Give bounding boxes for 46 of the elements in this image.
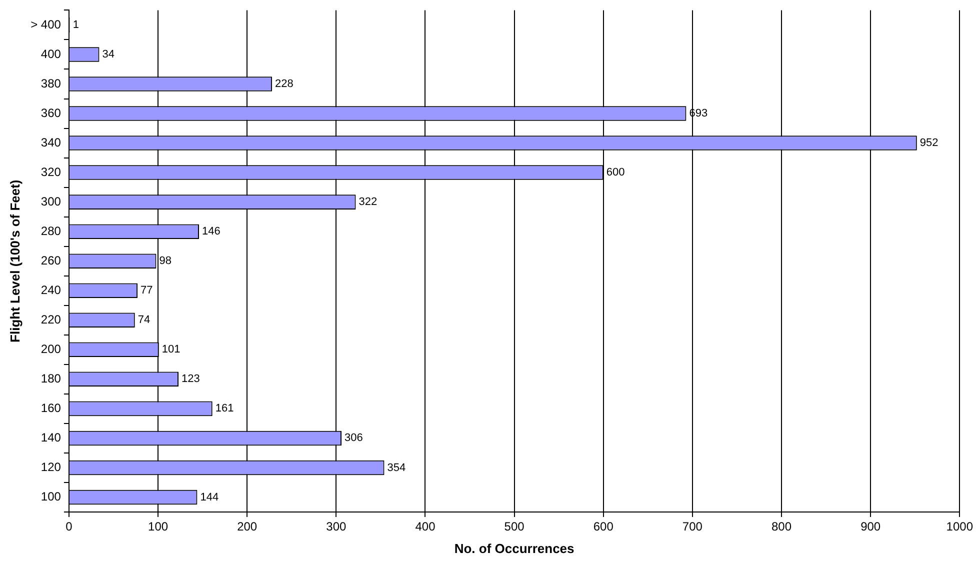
y-tick-label: 320 [40,164,62,179]
x-tick-label: 600 [593,520,614,534]
data-label: 354 [387,462,406,474]
x-tick-label: 400 [415,520,436,534]
data-label: 144 [200,491,219,504]
x-tick-label: 800 [772,520,792,534]
data-label: 34 [102,48,114,61]
x-tick-label: 700 [682,520,703,534]
data-label: 952 [920,137,938,150]
data-label: 146 [202,226,220,238]
data-label: 306 [344,432,363,444]
x-tick-label: 100 [148,520,168,534]
data-label: 101 [162,344,180,356]
y-tick-label: 220 [40,312,62,326]
data-label: 161 [215,402,234,415]
y-tick-label: 380 [40,76,62,90]
y-tick-label: 400 [40,46,62,61]
y-tick-label: 100 [40,490,62,504]
y-axis-title: Flight Level (100's of Feet) [7,180,22,342]
y-tick-label: 340 [40,135,62,150]
data-label: 74 [138,314,150,326]
data-label: 98 [159,255,172,268]
data-label: 322 [358,196,378,208]
x-tick-label: 900 [860,520,881,534]
data-label: 77 [140,284,153,297]
data-label: 1 [72,18,79,31]
y-tick-label: > 400 [30,17,62,32]
x-tick-label: 0 [66,520,73,534]
y-tick-label: 140 [40,430,62,445]
y-tick-label: 260 [40,253,62,268]
x-tick-label: 300 [326,520,346,534]
x-tick-label: 500 [504,520,525,534]
y-tick-label: 240 [40,282,62,297]
y-tick-label: 120 [40,460,62,474]
y-tick-label: 300 [40,194,62,208]
data-label: 600 [606,166,625,179]
x-tick-label: 200 [237,520,258,534]
y-tick-label: 180 [40,371,62,386]
y-tick-label: 160 [40,401,62,415]
x-tick-label: 1000 [946,520,974,534]
data-label: 123 [182,373,200,386]
y-tick-label: 200 [40,342,62,356]
x-axis-title: No. of Occurrences [454,540,574,556]
y-tick-label: 280 [40,224,62,238]
data-label: 228 [275,78,294,90]
y-tick-label: 360 [40,106,62,120]
